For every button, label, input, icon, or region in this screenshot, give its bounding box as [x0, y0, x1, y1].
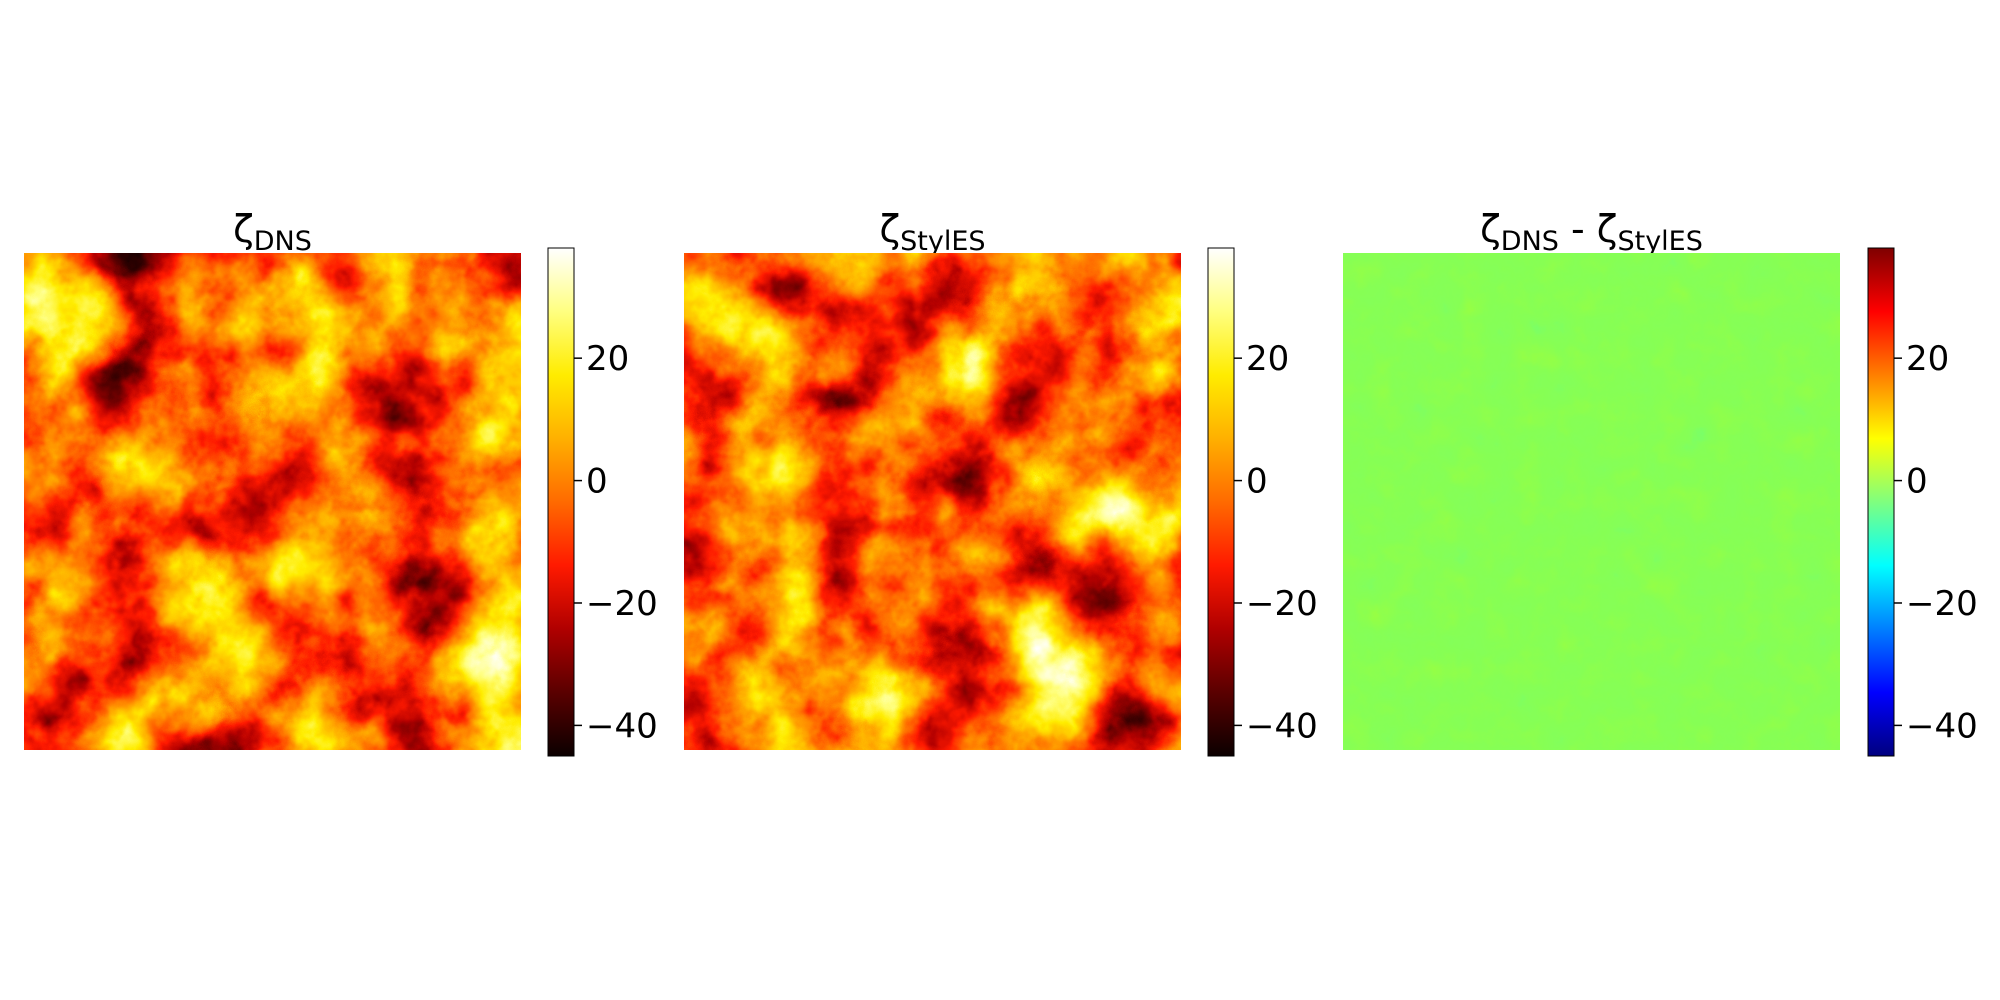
- panel-3: ζDNS - ζStylES 20 0 −20 −40: [1343, 207, 1978, 757]
- colorbar-tick-label: −20: [1246, 584, 1318, 624]
- colorbar: [547, 247, 575, 757]
- panel-title: ζStylES: [879, 207, 985, 257]
- panel-1: ζDNS 20 0 −20 −40: [24, 207, 658, 757]
- heatmap-image: [1343, 253, 1840, 750]
- colorbar: [1207, 247, 1235, 757]
- colorbar-tick-label: 20: [1246, 339, 1289, 379]
- panel-2: ζStylES 20 0 −20 −40: [684, 207, 1318, 757]
- panel-title: ζDNS: [233, 207, 312, 257]
- colorbar-tick-label: 0: [1906, 462, 1928, 502]
- colorbar-tick-label: −20: [1906, 584, 1978, 624]
- colorbar-tick-label: 20: [1906, 339, 1949, 379]
- colorbar-tick-label: 0: [1246, 462, 1268, 502]
- colorbar-tick-label: −40: [1246, 706, 1318, 746]
- colorbar-tick-label: −40: [586, 706, 658, 746]
- heatmap-image: [24, 253, 521, 750]
- heatmap-image: [684, 253, 1181, 750]
- panel-title: ζDNS - ζStylES: [1480, 207, 1703, 257]
- colorbar-tick-label: −20: [586, 584, 658, 624]
- colorbar-tick-label: 20: [586, 339, 629, 379]
- colorbar-tick-label: 0: [586, 462, 608, 502]
- colorbar: [1867, 247, 1895, 757]
- colorbar-tick-label: −40: [1906, 706, 1978, 746]
